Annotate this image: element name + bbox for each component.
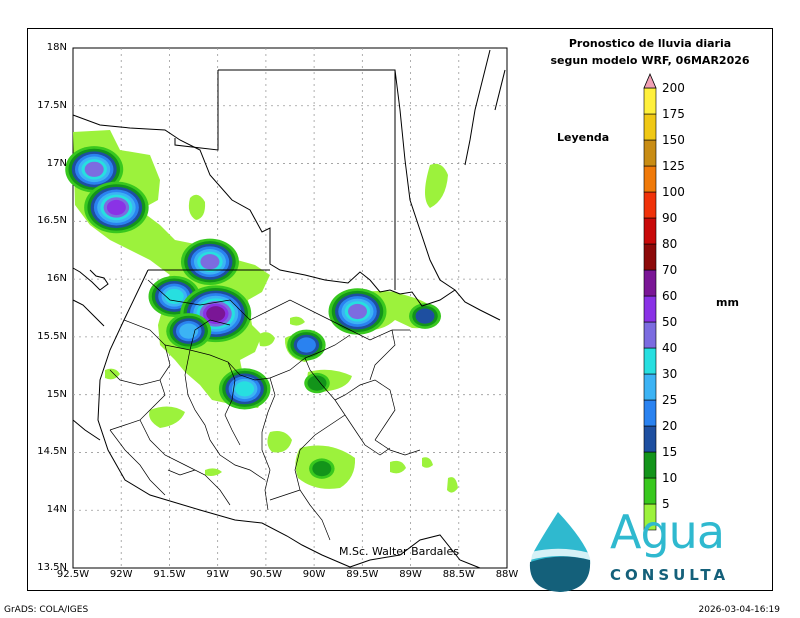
rain-cell bbox=[65, 146, 124, 193]
logo-subtitle: CONSULTA bbox=[610, 566, 730, 584]
rain-cell bbox=[309, 458, 335, 479]
colorbar-tick-label: 50 bbox=[662, 315, 678, 329]
lat-tick-label: 16N bbox=[46, 273, 67, 285]
colorbar-tick-label: 40 bbox=[662, 341, 678, 355]
rain-cell bbox=[180, 238, 239, 285]
lat-tick-label: 17.5N bbox=[37, 99, 67, 111]
colorbar-tick-label: 90 bbox=[662, 211, 678, 225]
footer-software: GrADS: COLA/IGES bbox=[4, 605, 89, 615]
lon-tick-label: 91W bbox=[206, 569, 229, 580]
chart-title: Pronostico de lluvia diaria bbox=[568, 37, 732, 50]
colorbar-swatch bbox=[643, 451, 657, 479]
map-frame bbox=[27, 28, 773, 591]
colorbar-swatch bbox=[643, 191, 657, 219]
lon-tick-label: 88.5W bbox=[442, 569, 475, 580]
colorbar-tick-label: 60 bbox=[662, 289, 678, 303]
lon-tick-label: 91.5W bbox=[153, 569, 186, 580]
colorbar-tick-label: 30 bbox=[662, 367, 678, 381]
chart-subtitle: segun modelo WRF, 06MAR2026 bbox=[550, 54, 750, 67]
rain-cell bbox=[180, 285, 252, 343]
lon-tick-label: 90.5W bbox=[249, 569, 282, 580]
colorbar-tick-label: 10 bbox=[662, 471, 678, 485]
lat-tick-label: 14.5N bbox=[37, 446, 67, 458]
colorbar-tick-label: 25 bbox=[662, 393, 678, 407]
colorbar-swatch bbox=[643, 165, 657, 193]
colorbar-tick-label: 5 bbox=[662, 497, 670, 511]
colorbar-swatch bbox=[643, 321, 657, 349]
legend-units: mm bbox=[716, 296, 739, 309]
rain-cells bbox=[65, 146, 442, 479]
rain-cell bbox=[84, 181, 149, 234]
rain-cell bbox=[287, 329, 326, 361]
lat-tick-label: 18N bbox=[46, 42, 67, 53]
lat-tick-label: 15.5N bbox=[37, 330, 67, 342]
country-borders bbox=[72, 49, 506, 569]
colorbar-tick-label: 125 bbox=[662, 159, 685, 173]
colorbar-swatch bbox=[643, 373, 657, 401]
rain-cell bbox=[218, 368, 271, 410]
colorbar-tick-label: 15 bbox=[662, 445, 678, 459]
department-borders bbox=[109, 279, 421, 541]
plot-area bbox=[72, 47, 508, 569]
colorbar-tick-label: 100 bbox=[662, 185, 685, 199]
colorbar-swatch bbox=[643, 217, 657, 245]
water-drop-logo-icon bbox=[529, 512, 591, 592]
footer-timestamp: 2026-03-04-16:19 bbox=[698, 605, 781, 615]
lon-tick-label: 90W bbox=[302, 569, 326, 580]
colorbar-swatch bbox=[643, 399, 657, 427]
colorbar-swatch bbox=[643, 477, 657, 505]
colorbar-tick-label: 80 bbox=[662, 237, 678, 251]
lat-tick-label: 14N bbox=[46, 504, 67, 516]
colorbar-overflow-triangle bbox=[643, 72, 657, 89]
colorbar-tick-label: 150 bbox=[662, 133, 685, 147]
colorbar-swatch bbox=[643, 243, 657, 271]
lon-tick-label: 92.5W bbox=[56, 569, 90, 580]
author-credit: M.Sc. Walter Bardales bbox=[339, 545, 459, 558]
lon-tick-label: 89.5W bbox=[346, 569, 379, 580]
colorbar-tick-label: 70 bbox=[662, 263, 678, 277]
lat-tick-label: 17N bbox=[46, 157, 67, 169]
colorbar-swatch bbox=[643, 269, 657, 297]
colorbar bbox=[643, 87, 657, 531]
colorbar-swatch bbox=[643, 347, 657, 375]
legend-title: Leyenda bbox=[557, 131, 610, 144]
colorbar-swatch bbox=[643, 139, 657, 167]
lat-tick-label: 13.5N bbox=[37, 562, 67, 573]
colorbar-tick-label: 175 bbox=[662, 107, 685, 121]
lon-tick-label: 92W bbox=[109, 569, 133, 580]
colorbar-swatch bbox=[643, 113, 657, 141]
lat-tick-label: 15N bbox=[46, 388, 67, 400]
colorbar-swatch bbox=[643, 87, 657, 115]
rain-cell bbox=[409, 303, 442, 329]
lon-tick-label: 88W bbox=[495, 569, 519, 580]
colorbar-tick-label: 20 bbox=[662, 419, 678, 433]
grid-lines bbox=[73, 48, 507, 568]
rain-cell bbox=[304, 372, 330, 394]
colorbar-tick-label: 200 bbox=[662, 81, 685, 95]
rain-cell bbox=[166, 313, 212, 350]
colorbar-swatch bbox=[643, 295, 657, 323]
logo-word: Agua bbox=[610, 505, 725, 559]
lon-tick-label: 89W bbox=[399, 569, 422, 580]
colorbar-swatch bbox=[643, 425, 657, 453]
lat-tick-label: 16.5N bbox=[37, 215, 67, 227]
rain-cell bbox=[328, 288, 387, 335]
